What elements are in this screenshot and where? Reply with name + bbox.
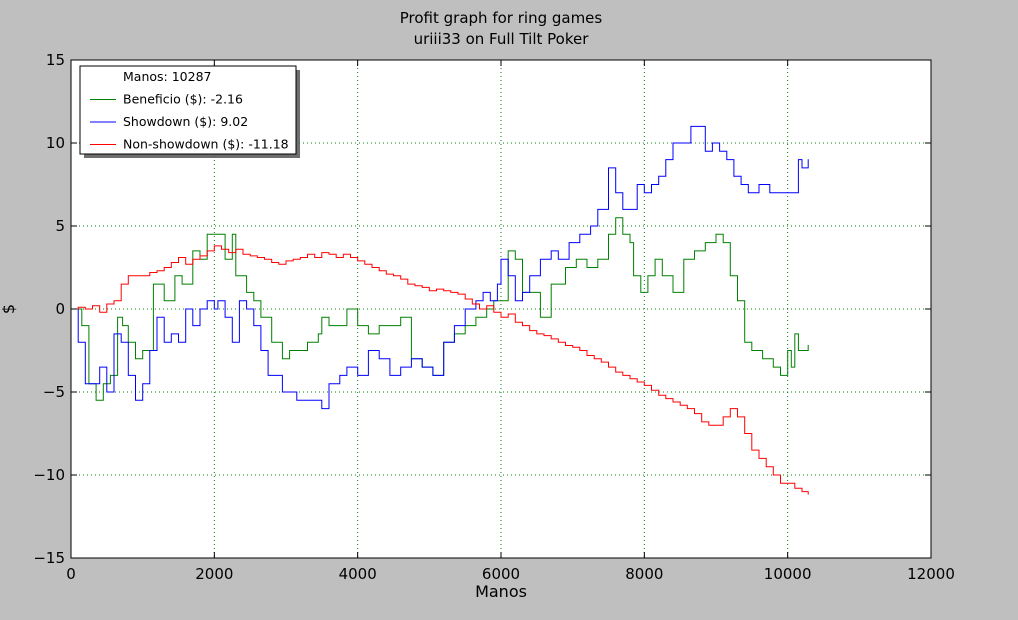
legend: Manos: 10287 Beneficio ($): -2.16 Showdown… xyxy=(79,65,300,158)
y-tick-label: −15 xyxy=(33,549,65,567)
x-tick-label: 4000 xyxy=(339,565,377,583)
y-axis-label: $ xyxy=(0,304,18,314)
chart-subtitle: uriii33 on Full Tilt Poker xyxy=(414,30,590,48)
legend-items: Manos: 10287 Beneficio ($): -2.16 Showdown… xyxy=(90,69,289,152)
x-tick-label: 10000 xyxy=(764,565,812,583)
x-tick-label: 8000 xyxy=(625,565,663,583)
x-tick-label: 6000 xyxy=(482,565,520,583)
series-line-2 xyxy=(71,245,809,495)
y-tick-label: 5 xyxy=(55,217,65,235)
x-tick-label: 0 xyxy=(66,565,76,583)
series-layer xyxy=(71,125,809,495)
x-tick-label: 12000 xyxy=(907,565,955,583)
legend-box xyxy=(79,65,297,155)
y-tick-label: 10 xyxy=(46,134,65,152)
legend-label: Showdown ($): 9.02 xyxy=(123,114,248,129)
series-line-1 xyxy=(71,125,809,410)
y-tick-label: −10 xyxy=(33,466,65,484)
y-tick-label: 0 xyxy=(55,300,65,318)
x-tick-label: 2000 xyxy=(195,565,233,583)
legend-label: Beneficio ($): -2.16 xyxy=(123,92,243,107)
tick-layer: 0 2000 4000 6000 8000 10000 12000 −15 −10 −5 0 5 10 1… xyxy=(33,51,955,583)
legend-label: Non-showdown ($): -11.18 xyxy=(123,137,289,152)
chart-title: Profit graph for ring games xyxy=(400,9,603,27)
y-tick-label: −5 xyxy=(43,383,65,401)
x-axis-label: Manos xyxy=(475,582,527,601)
y-tick-label: 15 xyxy=(46,51,65,69)
legend-label: Manos: 10287 xyxy=(123,69,211,84)
